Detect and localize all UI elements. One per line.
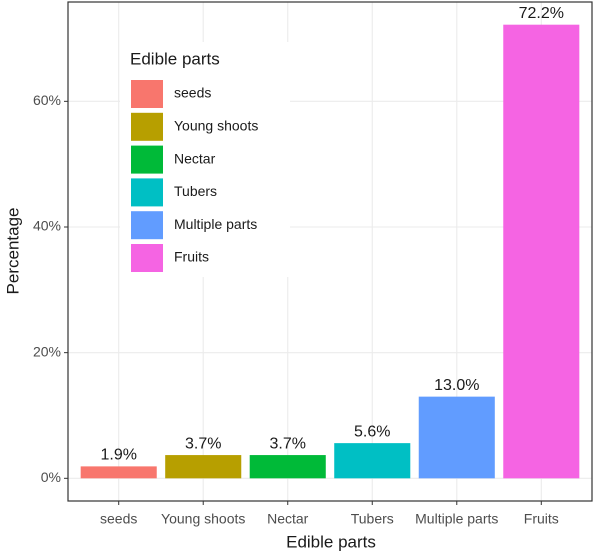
value-label: 1.9% bbox=[100, 447, 136, 464]
y-tick-label: 60% bbox=[33, 92, 61, 108]
legend-label: Young shoots bbox=[174, 118, 258, 134]
y-tick-label: 40% bbox=[33, 218, 61, 234]
x-axis-label: Edible parts bbox=[286, 532, 376, 551]
y-tick-label: 0% bbox=[41, 469, 61, 485]
legend-label: Multiple parts bbox=[174, 216, 257, 232]
value-label: 3.7% bbox=[185, 435, 221, 452]
x-tick-label: Nectar bbox=[267, 511, 309, 527]
bar bbox=[80, 466, 157, 479]
value-label: 13.0% bbox=[434, 377, 479, 394]
bar bbox=[249, 455, 326, 479]
bar bbox=[334, 443, 411, 479]
panel-border bbox=[67, 1, 593, 502]
y-axis-label: Percentage bbox=[3, 208, 22, 295]
bar bbox=[503, 24, 580, 479]
value-label: 5.6% bbox=[354, 423, 390, 440]
legend-label: seeds bbox=[174, 85, 211, 101]
x-tick-label: Fruits bbox=[524, 511, 559, 527]
legend-label: Tubers bbox=[174, 183, 217, 199]
x-tick-label: Young shoots bbox=[161, 511, 245, 527]
value-label: 72.2% bbox=[519, 5, 564, 22]
legend-key bbox=[131, 178, 163, 207]
legend-key bbox=[131, 244, 163, 272]
y-tick-label: 20% bbox=[33, 343, 61, 359]
legend-key bbox=[131, 211, 163, 240]
bar bbox=[418, 396, 495, 479]
legend-title: Edible parts bbox=[130, 49, 220, 68]
x-tick-label: Tubers bbox=[351, 511, 394, 527]
legend-label: Nectar bbox=[174, 150, 216, 166]
bar bbox=[165, 455, 242, 479]
value-label: 3.7% bbox=[270, 435, 306, 452]
legend-key bbox=[131, 145, 163, 174]
x-tick-label: Multiple parts bbox=[415, 511, 498, 527]
legend-key bbox=[131, 80, 163, 108]
x-tick-label: seeds bbox=[100, 511, 137, 527]
legend-key bbox=[131, 112, 163, 141]
legend-label: Fruits bbox=[174, 249, 209, 265]
